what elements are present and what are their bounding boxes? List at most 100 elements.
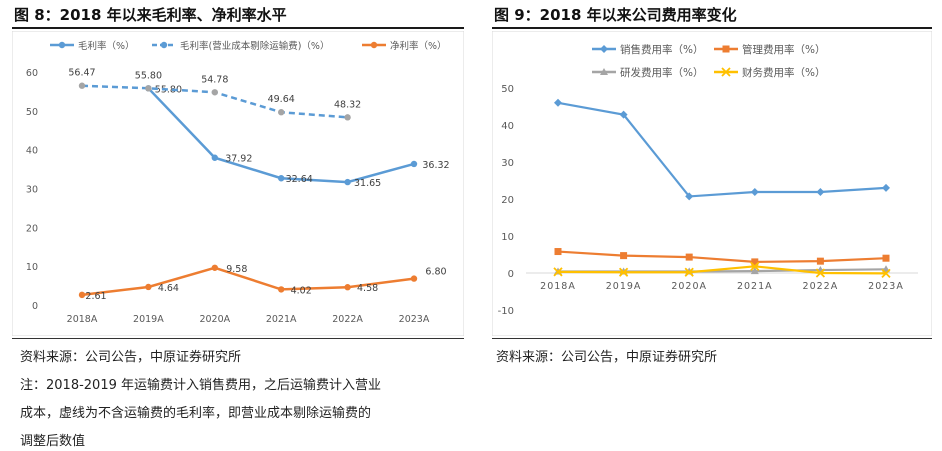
left-x-tick: 2018A bbox=[67, 314, 98, 325]
left-point bbox=[344, 178, 351, 186]
right-point bbox=[815, 268, 826, 278]
left-data-label: 6.80 bbox=[425, 267, 446, 278]
left-data-label: 31.65 bbox=[354, 178, 381, 189]
left-y-tick: 60 bbox=[26, 68, 38, 79]
left-data-label: 36.32 bbox=[422, 160, 449, 171]
left-data-label: 2.61 bbox=[85, 291, 106, 302]
left-y-tick: 0 bbox=[32, 301, 38, 312]
left-source-rule bbox=[12, 338, 464, 339]
left-data-label: 32.64 bbox=[286, 174, 313, 185]
right-title-rule bbox=[492, 27, 932, 29]
left-x-tick: 2021A bbox=[266, 314, 297, 325]
left-point bbox=[278, 175, 285, 182]
right-point bbox=[882, 254, 890, 262]
right-x-tick: 2019A bbox=[606, 281, 642, 292]
legend-label-3: 财务费用率（%） bbox=[742, 66, 825, 79]
right-chart: 销售费用率（%） 管理费用率（%） 研发费用率（%） 财务费用率（%） -10 0 10 20… bbox=[491, 30, 933, 340]
right-y-tick: 0 bbox=[508, 269, 514, 280]
expense-ratio-chart: 销售费用率（%） 管理费用率（%） 研发费用率（%） 财务费用率（%） -10 0 10 20… bbox=[491, 30, 933, 337]
right-y-tick: 50 bbox=[501, 84, 514, 95]
right-x-tick: 2022A bbox=[803, 281, 839, 292]
right-point bbox=[881, 268, 891, 279]
right-x-tick: 2023A bbox=[868, 281, 904, 292]
right-y-tick: 10 bbox=[501, 232, 514, 243]
legend-label-2: 研发费用率（%） bbox=[620, 66, 703, 79]
left-data-label: 37.92 bbox=[225, 154, 252, 165]
left-data-label: 4.58 bbox=[357, 283, 378, 294]
left-data-label: 9.58 bbox=[226, 264, 247, 275]
left-series-1: 56.47 55.80 54.78 49.64 48.32 bbox=[68, 68, 361, 121]
left-data-label: 54.78 bbox=[201, 74, 228, 85]
left-y-tick: 20 bbox=[26, 223, 38, 234]
right-source-rule bbox=[492, 338, 932, 339]
left-data-label: 55.80 bbox=[155, 84, 182, 95]
left-point bbox=[278, 109, 285, 116]
left-point bbox=[78, 82, 86, 89]
right-point bbox=[816, 187, 825, 196]
right-chart-frame bbox=[491, 30, 933, 337]
left-point bbox=[145, 85, 152, 92]
left-point bbox=[145, 283, 152, 291]
left-series-0: 55.80 37.92 32.64 31.65 36.32 bbox=[145, 84, 450, 189]
legend-marker-3 bbox=[721, 67, 731, 77]
right-point bbox=[751, 258, 759, 266]
right-y-tick: 20 bbox=[501, 195, 514, 206]
left-note-line-2: 成本，虚线为不含运输费的毛利率，即营业成本剔除运输费的 bbox=[20, 406, 372, 421]
left-point bbox=[211, 154, 218, 161]
legend-marker-2 bbox=[600, 68, 608, 75]
left-y-tick: 40 bbox=[26, 146, 38, 157]
right-y-tick: -10 bbox=[498, 306, 514, 317]
left-chart: 毛利率（%） 毛利率(营业成本剔除运输费)（%） 净利率（%） 0 10 20 30 40 50… bbox=[11, 30, 465, 340]
left-point bbox=[410, 275, 418, 282]
left-point bbox=[78, 291, 86, 299]
right-x-tick: 2020A bbox=[671, 281, 707, 292]
left-point bbox=[211, 264, 218, 271]
right-point bbox=[554, 98, 562, 107]
right-x-tick: 2021A bbox=[737, 281, 773, 292]
left-data-label: 4.02 bbox=[291, 285, 312, 296]
legend-marker-0 bbox=[58, 41, 66, 49]
right-chart-title: 图 9：2018 年以来公司费用率变化 bbox=[494, 6, 737, 24]
left-x-tick: 2023A bbox=[399, 314, 430, 325]
right-point bbox=[882, 183, 890, 192]
left-note-line-1: 注：2018-2019 年运输费计入销售费用，之后运输费计入营业 bbox=[20, 378, 381, 393]
left-point bbox=[344, 284, 351, 291]
legend-label-0: 毛利率（%） bbox=[78, 40, 135, 52]
right-series-3 bbox=[553, 261, 891, 279]
left-series-2: 2.61 4.64 9.58 4.02 4.58 6.80 bbox=[78, 264, 447, 302]
right-series-0 bbox=[554, 98, 890, 201]
right-series-line-0 bbox=[557, 101, 887, 198]
left-data-label: 56.47 bbox=[68, 68, 95, 79]
left-x-tick: 2019A bbox=[133, 314, 164, 325]
left-y-tick: 10 bbox=[26, 262, 38, 273]
left-x-tick: 2020A bbox=[199, 314, 230, 325]
right-point bbox=[619, 110, 628, 119]
left-chart-title: 图 8：2018 年以来毛利率、净利率水平 bbox=[14, 6, 287, 24]
right-x-tick: 2018A bbox=[540, 281, 576, 292]
left-series-line-2 bbox=[81, 266, 415, 297]
right-series-line-3 bbox=[557, 265, 887, 275]
right-point bbox=[620, 252, 628, 260]
left-point bbox=[344, 114, 351, 121]
legend-label-0: 销售费用率（%） bbox=[620, 43, 703, 56]
right-point bbox=[750, 261, 760, 271]
left-note-line-3: 调整后数值 bbox=[20, 434, 86, 449]
left-data-label: 48.32 bbox=[334, 99, 361, 110]
legend-marker-2 bbox=[370, 41, 378, 49]
legend-label-1: 管理费用率（%） bbox=[742, 43, 825, 56]
left-point bbox=[211, 89, 218, 96]
right-series-line-1 bbox=[557, 250, 887, 264]
right-point bbox=[684, 267, 694, 277]
left-data-label: 49.64 bbox=[268, 94, 295, 105]
right-point bbox=[685, 253, 693, 261]
legend-marker-1 bbox=[722, 45, 730, 53]
right-series-1 bbox=[554, 248, 890, 266]
right-point bbox=[554, 248, 562, 256]
left-x-tick: 2022A bbox=[332, 314, 363, 325]
right-y-tick: 30 bbox=[501, 158, 514, 169]
right-point bbox=[750, 267, 759, 275]
right-point bbox=[553, 267, 563, 277]
left-data-label: 55.80 bbox=[135, 70, 162, 81]
legend-label-2: 净利率（%） bbox=[390, 40, 447, 52]
right-point bbox=[750, 187, 759, 196]
